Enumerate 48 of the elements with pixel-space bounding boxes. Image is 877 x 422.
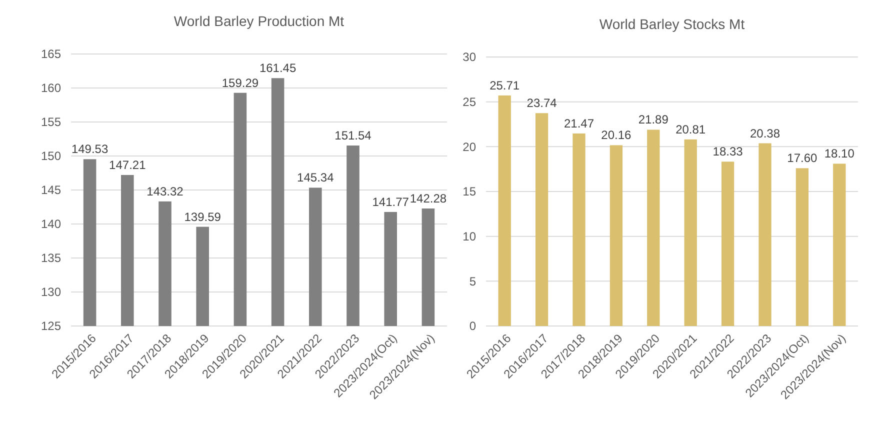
data-label: 21.89 [638,112,669,127]
y-tick-label: 10 [462,230,476,244]
y-tick-label: 30 [462,50,476,64]
y-tick-label: 125 [40,319,62,334]
data-label: 143.32 [146,184,184,198]
data-label: 25.71 [490,78,520,92]
bar [758,143,772,326]
chart-title: World Barley Stocks Mt [599,16,745,32]
y-tick-label: 5 [469,274,476,288]
y-tick-label: 140 [40,217,62,232]
y-tick-label: 145 [40,183,62,198]
data-label: 147.21 [109,158,146,172]
data-label: 159.29 [222,76,259,90]
bar [833,164,846,326]
y-tick-label: 165 [40,47,62,62]
data-label: 142.28 [410,191,447,206]
data-label: 20.16 [601,128,632,142]
y-tick-label: 25 [462,95,476,110]
data-label: 161.45 [259,61,296,76]
bar [647,130,660,326]
bar [721,162,734,326]
data-label: 23.74 [526,96,558,110]
y-tick-label: 15 [462,184,476,199]
bar [610,145,623,326]
bar [498,95,511,326]
bar [684,139,697,326]
data-label: 18.33 [712,144,744,159]
y-tick-label: 160 [40,81,62,96]
data-label: 149.53 [71,142,108,156]
data-label: 17.60 [787,151,818,166]
data-label: 20.38 [750,126,780,140]
data-label: 139.59 [184,210,222,224]
data-label: 145.34 [297,170,334,185]
chart-title: World Barley Production Mt [174,13,344,29]
y-tick-label: 135 [40,251,62,266]
data-label: 21.47 [564,116,594,130]
y-tick-label: 20 [462,140,476,154]
data-label: 141.77 [372,194,410,209]
y-tick-label: 150 [40,149,62,164]
y-tick-label: 155 [40,115,62,130]
bar [796,168,809,326]
y-tick-label: 0 [469,319,476,334]
data-label: 20.81 [676,122,706,136]
data-label: 151.54 [334,128,372,143]
y-tick-label: 130 [40,285,62,300]
data-label: 18.10 [824,146,855,161]
bar [535,113,548,326]
bar [572,133,586,326]
